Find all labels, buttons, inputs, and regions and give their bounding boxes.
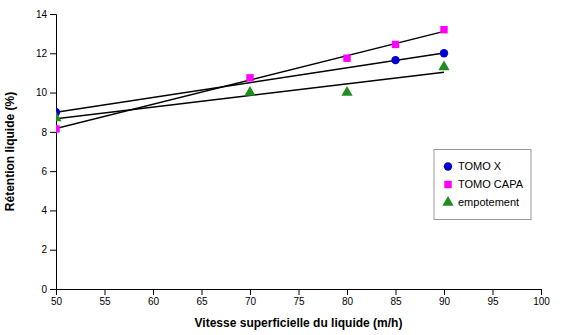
tick: 70 <box>245 289 257 307</box>
plot-area: 50 55 60 65 70 75 80 85 90 95 100 0 2 4 6 8 10 12 14 TOMO X… <box>36 9 550 307</box>
legend-label: TOMO CAPA <box>458 178 524 190</box>
tick-mark <box>396 289 397 295</box>
marks <box>56 26 450 133</box>
legend-symbol <box>444 162 452 170</box>
tick-label: 6 <box>41 166 47 177</box>
tick: 90 <box>439 289 451 307</box>
tick: 55 <box>99 289 111 307</box>
tick-label: 100 <box>533 296 550 307</box>
tick: 85 <box>390 289 402 307</box>
tick-label: 50 <box>51 296 63 307</box>
point <box>438 61 449 71</box>
tick: 10 <box>36 87 56 98</box>
tick-mark <box>299 289 300 295</box>
legend: TOMO X TOMO CAPA empotement <box>434 150 531 220</box>
legend-item: empotement <box>442 196 519 208</box>
tick: 14 <box>36 9 56 20</box>
tick-label: 65 <box>196 296 208 307</box>
tick-label: 80 <box>342 296 354 307</box>
tick-label: 0 <box>41 284 47 295</box>
legend-box <box>434 150 531 220</box>
y-axis: 0 2 4 6 8 10 12 14 <box>36 9 57 295</box>
legend-symbol <box>442 196 453 206</box>
tick: 95 <box>487 289 499 307</box>
x-axis-title: Vitesse superficielle du liquide (m/h) <box>195 316 403 330</box>
axis-line <box>57 290 542 296</box>
tick: 65 <box>196 289 208 307</box>
tick-mark <box>50 210 56 211</box>
tick-label: 2 <box>41 244 47 255</box>
tick-mark <box>50 53 56 54</box>
tick-label: 60 <box>148 296 160 307</box>
tick-label: 10 <box>36 87 48 98</box>
point <box>391 56 399 64</box>
tick-label: 70 <box>245 296 257 307</box>
tick-mark <box>493 289 494 295</box>
tick-label: 14 <box>36 9 48 20</box>
chart-container: 50 55 60 65 70 75 80 85 90 95 100 0 2 4 6 8 10 12 14 TOMO X… <box>0 0 563 335</box>
point <box>440 49 448 57</box>
trend-line <box>56 72 444 119</box>
tick: 100 <box>533 289 550 307</box>
point <box>246 74 253 81</box>
tick-label: 90 <box>439 296 451 307</box>
axis-line <box>50 15 57 290</box>
tick: 12 <box>36 48 56 59</box>
tick-mark <box>50 289 56 290</box>
tick-label: 12 <box>36 48 48 59</box>
tick: 75 <box>293 289 305 307</box>
point <box>341 86 352 96</box>
point <box>440 26 447 33</box>
legend-label: empotement <box>458 196 519 208</box>
tick-mark <box>202 289 203 295</box>
tick-mark <box>50 250 56 251</box>
legend-item: TOMO X <box>444 160 502 172</box>
point <box>244 86 255 96</box>
tick-label: 85 <box>390 296 402 307</box>
tick-label: 75 <box>293 296 305 307</box>
tick-mark <box>50 93 56 94</box>
tick: 60 <box>148 289 160 307</box>
tick-label: 55 <box>99 296 111 307</box>
tick-mark <box>541 289 542 295</box>
tick: 6 <box>41 166 56 177</box>
tick-mark <box>50 14 56 15</box>
tick: 50 <box>51 289 63 307</box>
tick-label: 4 <box>41 205 47 216</box>
chart-svg: 50 55 60 65 70 75 80 85 90 95 100 0 2 4 6 8 10 12 14 TOMO X… <box>0 0 563 335</box>
trend-line <box>56 53 444 112</box>
legend-item: TOMO CAPA <box>444 178 523 190</box>
tick: 0 <box>41 284 56 295</box>
tick-mark <box>50 132 56 133</box>
tick: 4 <box>41 205 56 216</box>
tick: 2 <box>41 244 56 255</box>
legend-label: TOMO X <box>458 160 502 172</box>
tick-label: 95 <box>487 296 499 307</box>
point <box>56 125 60 132</box>
trend-line <box>56 31 444 128</box>
tick: 8 <box>41 127 56 138</box>
tick: 80 <box>342 289 354 307</box>
point <box>56 112 62 122</box>
tick-mark <box>250 289 251 295</box>
tick-mark <box>153 289 154 295</box>
point <box>343 54 350 61</box>
x-axis: 50 55 60 65 70 75 80 85 90 95 100 <box>51 289 550 307</box>
tick-mark <box>444 289 445 295</box>
point <box>392 41 399 48</box>
tick-label: 8 <box>41 127 47 138</box>
tick-mark <box>50 171 56 172</box>
legend-symbol <box>444 181 451 188</box>
tick-mark <box>347 289 348 295</box>
y-axis-title: Rétention liquide (%) <box>3 92 17 211</box>
tick-mark <box>105 289 106 295</box>
